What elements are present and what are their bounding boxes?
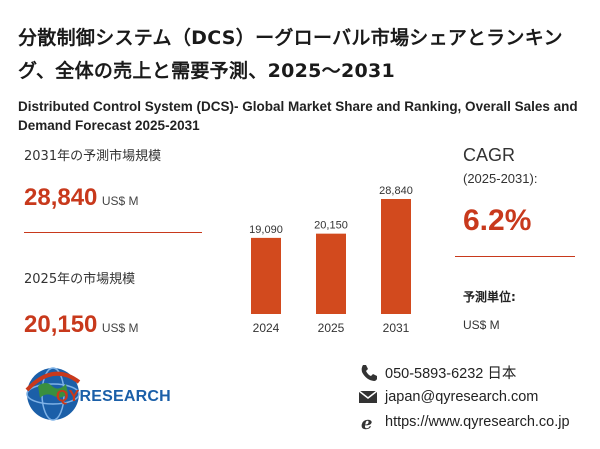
cagr-value: 6.2% <box>463 204 532 237</box>
stat-divider <box>24 232 202 233</box>
bar-value-label-2031: 28,840 <box>379 185 413 197</box>
forecast-2031-label: 2031年の予測市場規模 <box>24 149 162 164</box>
logo-wordmark: QYRESEARCH <box>56 388 171 406</box>
forecast-2031-stat: 28,840 US$ M <box>24 184 139 212</box>
bar-value-label-2025: 20,150 <box>314 220 348 232</box>
forecast-2031-unit: US$ M <box>101 194 139 208</box>
logo-research: RESEARCH <box>79 388 171 405</box>
page-title-jp: 分散制御システム（DCS）ーグローバル市場シェアとランキング、全体の売上と需要予… <box>18 27 563 82</box>
page-title-en: Distributed Control System (DCS)- Global… <box>18 99 578 133</box>
forecast-2031-value: 28,840 <box>24 184 98 211</box>
forecast-unit-label: 予測単位: <box>463 290 516 304</box>
email-link[interactable]: japan@qyresearch.com <box>385 389 539 405</box>
website-link[interactable]: https://www.qyresearch.co.jp <box>385 414 570 430</box>
bar-2025 <box>316 233 346 314</box>
cagr-period: (2025-2031): <box>463 171 538 186</box>
cagr-divider <box>455 256 575 257</box>
phone-icon <box>361 364 377 381</box>
qyresearch-logo: QYRESEARCH <box>22 360 172 430</box>
bar-2031 <box>381 199 411 314</box>
market-2025-value: 20,150 <box>24 311 98 338</box>
contact-email: japan@qyresearch.com <box>358 387 538 407</box>
market-2025-stat: 20,150 US$ M <box>24 311 139 339</box>
svg-text:e: e <box>361 413 372 432</box>
x-tick-label-2024: 2024 <box>253 321 280 335</box>
bar-2024 <box>251 237 281 314</box>
market-2025-unit: US$ M <box>101 321 139 335</box>
globe-icon <box>25 367 81 421</box>
contact-website: e https://www.qyresearch.co.jp <box>358 412 570 432</box>
x-tick-label-2025: 2025 <box>318 321 345 335</box>
market-2025-label: 2025年の市場規模 <box>24 272 136 287</box>
contact-phone: 050-5893-6232 日本 <box>358 362 516 383</box>
phone-number: 050-5893-6232 日本 <box>385 366 517 382</box>
logo-qy: QY <box>56 388 80 405</box>
envelope-icon <box>358 390 378 403</box>
browser-e-icon: e <box>361 413 372 432</box>
x-tick-label-2031: 2031 <box>383 321 410 335</box>
bar-chart: 19,090 2024 20,150 2025 28,840 2031 <box>249 185 413 335</box>
cagr-label: CAGR <box>463 145 516 165</box>
forecast-unit-value: US$ M <box>463 318 500 332</box>
bar-value-label-2024: 19,090 <box>249 224 283 236</box>
